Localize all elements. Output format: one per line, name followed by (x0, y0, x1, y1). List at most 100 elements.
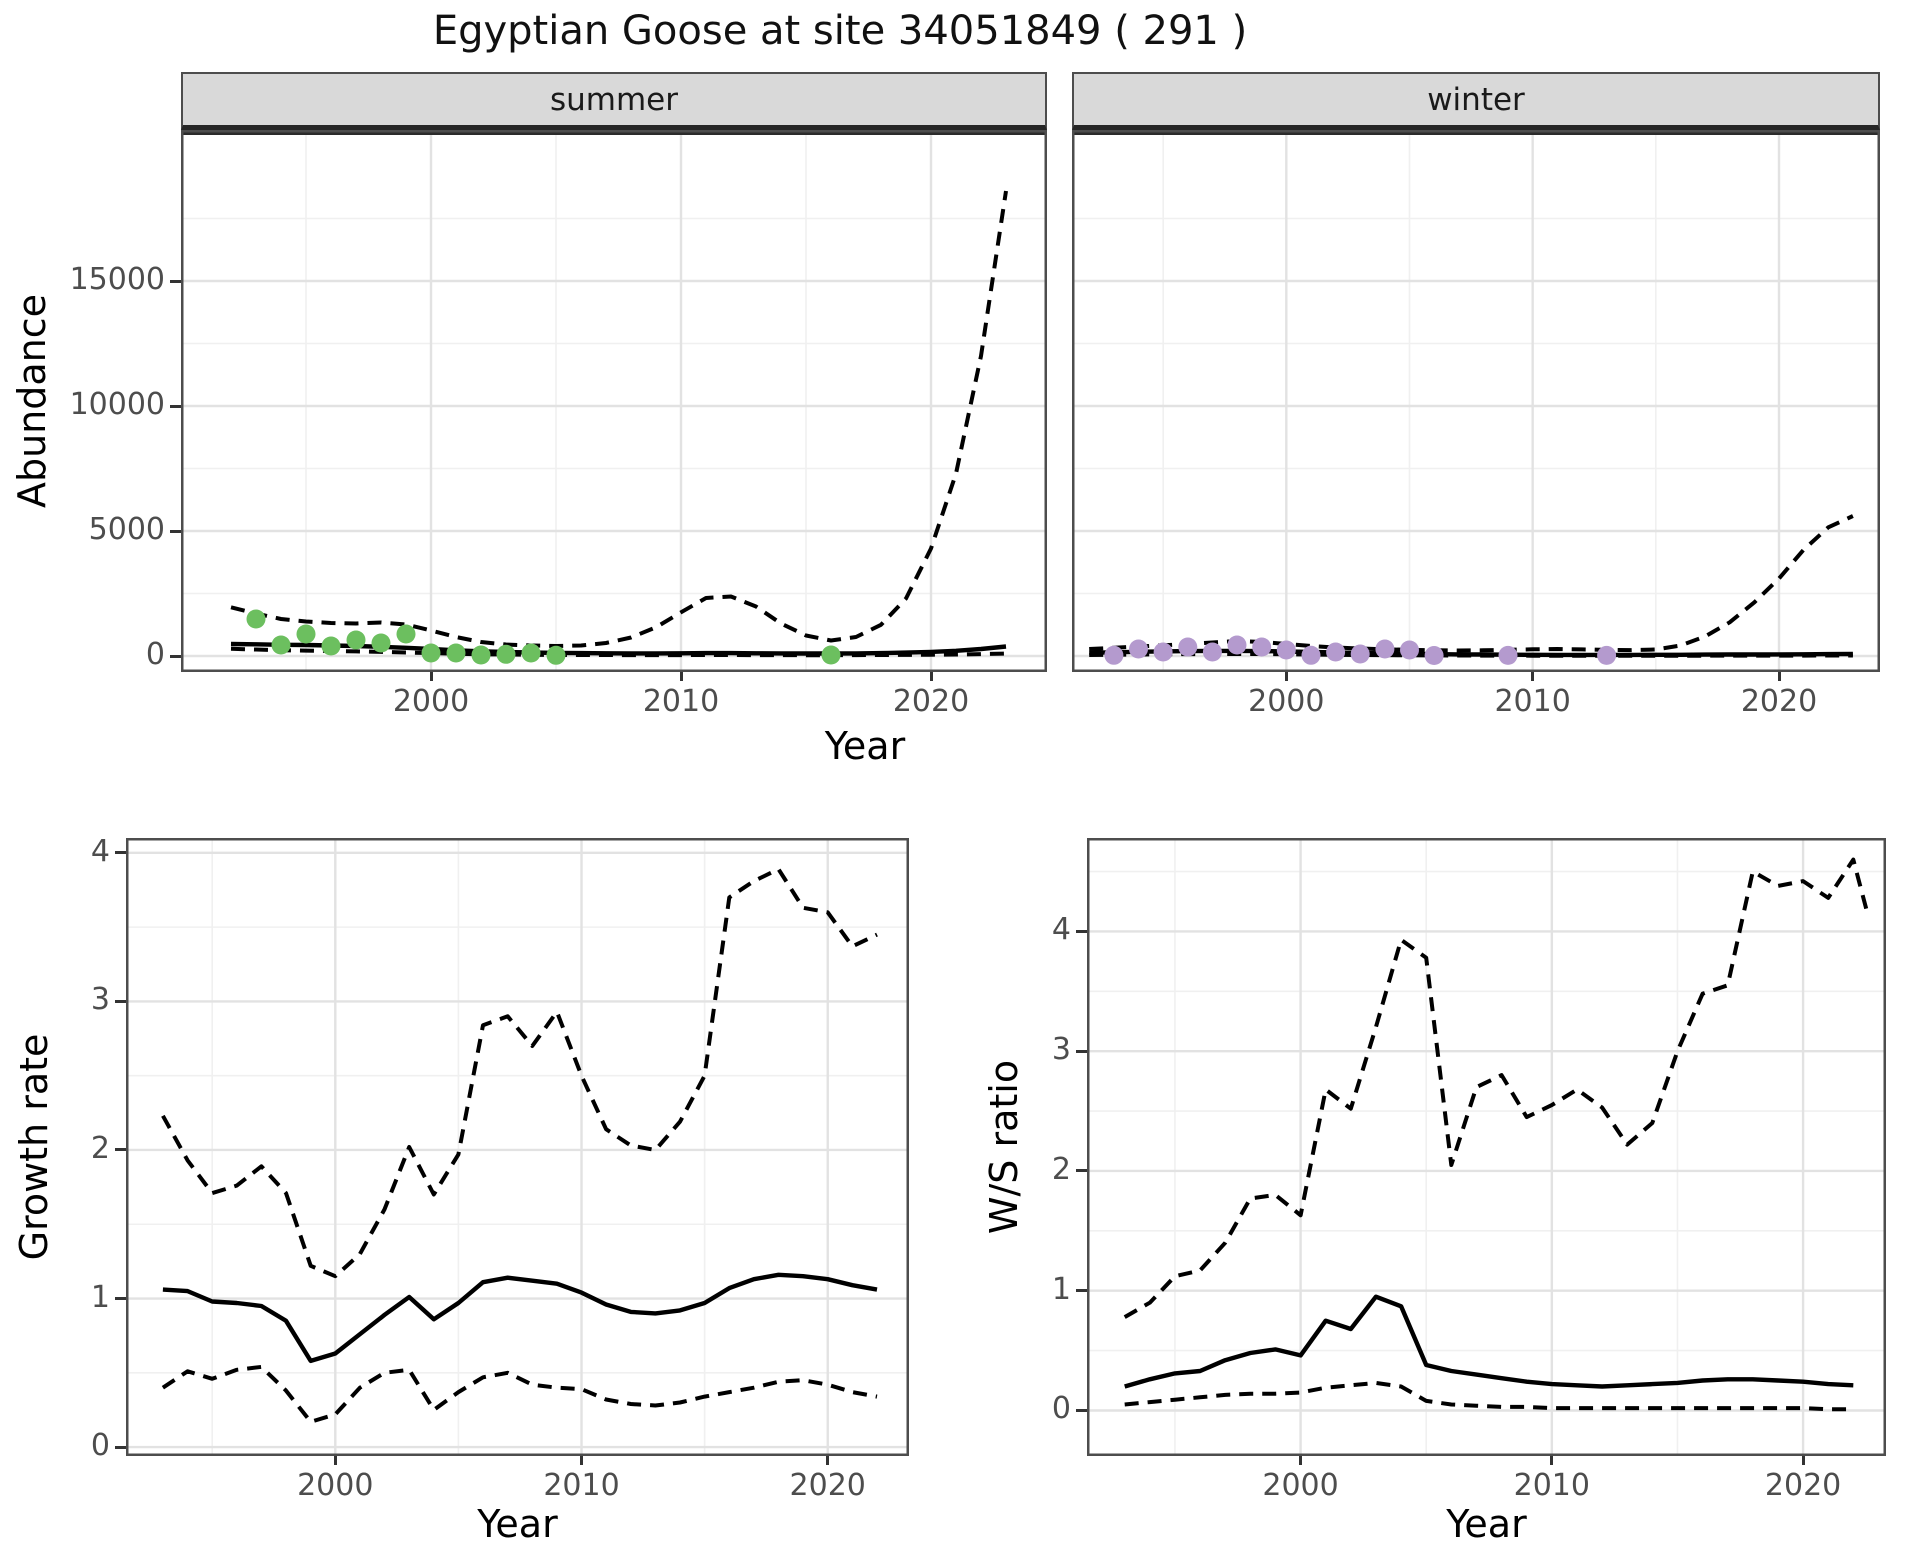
x-tick-mark (826, 1456, 830, 1465)
facet-strip-winter-label: winter (1427, 81, 1525, 118)
facet-strip-summer: summer (181, 72, 1047, 130)
upper_ci-line (230, 190, 1008, 648)
x-tick-mark (929, 672, 933, 681)
y-tick-label: 3 (1051, 1032, 1071, 1068)
y-tick-mark (170, 654, 181, 658)
x-tick-mark (1801, 1456, 1805, 1465)
observed-point (296, 624, 316, 644)
y-tick-mark (1076, 1169, 1087, 1173)
upper_ci-line (1123, 857, 1871, 1319)
summer-abundance-panel (181, 130, 1047, 672)
y-tick-mark (170, 279, 181, 283)
observed-point (1129, 639, 1148, 659)
figure-title: Egyptian Goose at site 34051849 ( 291 ) (432, 8, 1248, 54)
x-tick-label: 2010 (543, 1468, 620, 1503)
lower_ci-line (1124, 1380, 1854, 1412)
observed-point (1252, 637, 1272, 657)
observed-point (1424, 646, 1444, 665)
winter-abundance-panel (1072, 130, 1880, 672)
x-tick-mark (429, 672, 433, 681)
lower_ci-line (161, 1364, 878, 1424)
x-tick-label: 2020 (1740, 684, 1818, 719)
observed-point (1178, 637, 1198, 657)
observed-point (471, 645, 491, 665)
x-tick-mark (1777, 672, 1781, 681)
observed-point (821, 645, 841, 665)
y-tick-label: 3 (90, 982, 110, 1018)
x-tick-mark (1531, 672, 1535, 681)
fit-line (162, 1272, 878, 1364)
y-tick-label: 10000 (69, 387, 165, 422)
panel-border (126, 838, 909, 1456)
observed-point (446, 643, 466, 663)
x-tick-mark (580, 1456, 584, 1465)
observed-point (1498, 645, 1518, 665)
x-tick-label: 2020 (892, 684, 970, 719)
y-tick-mark (1076, 1049, 1087, 1053)
observed-point (1400, 640, 1419, 660)
ws-ratio-panel (1087, 838, 1886, 1456)
fit-line (1124, 1294, 1854, 1389)
observed-point (1227, 635, 1247, 655)
x-tick-label: 2010 (1513, 1468, 1590, 1503)
y-tick-label: 1 (90, 1279, 110, 1315)
observed-point (1153, 642, 1173, 662)
y-tick-label: 5000 (88, 512, 165, 547)
y-tick-label: 0 (1051, 1391, 1071, 1427)
panel-border (181, 130, 1047, 672)
y-tick-label: 0 (90, 1428, 110, 1464)
observed-point (1326, 642, 1346, 662)
y-tick-mark (1076, 929, 1087, 933)
facet-strip-winter: winter (1072, 72, 1880, 130)
y-tick-label: 2 (1051, 1151, 1071, 1187)
observed-point (421, 643, 441, 663)
x-tick-mark (1299, 1456, 1303, 1465)
x-tick-label: 2010 (642, 684, 720, 719)
ws-axis-title: W/S ratio (982, 1059, 1026, 1235)
growth-rate-panel (126, 838, 909, 1456)
observed-point (1597, 645, 1617, 665)
observed-point (521, 643, 541, 663)
x-tick-mark (1550, 1456, 1554, 1465)
y-tick-mark (170, 404, 181, 408)
x-tick-label: 2000 (1248, 684, 1325, 719)
lower_ci-line (230, 646, 1007, 658)
x-tick-label: 2020 (1764, 1468, 1842, 1503)
y-tick-mark (115, 1445, 126, 1449)
ws-x-axis-title: Year (1446, 1502, 1527, 1546)
upper_ci-line (1089, 514, 1854, 653)
y-tick-mark (170, 529, 181, 533)
y-tick-label: 4 (1051, 912, 1071, 948)
observed-point (1301, 645, 1321, 665)
panel-border (1072, 130, 1880, 672)
x-tick-label: 2000 (392, 684, 470, 719)
y-tick-mark (1076, 1408, 1087, 1412)
growth-x-axis-title: Year (477, 1502, 558, 1546)
y-tick-label: 2 (90, 1130, 110, 1166)
y-tick-label: 1 (1051, 1271, 1071, 1307)
observed-point (396, 624, 416, 644)
y-tick-mark (115, 1297, 126, 1301)
y-tick-mark (115, 851, 126, 855)
observed-point (1350, 644, 1370, 664)
y-tick-mark (115, 1148, 126, 1152)
observed-point (496, 644, 516, 664)
observed-point (246, 609, 266, 629)
observed-point (346, 630, 366, 650)
x-tick-label: 2020 (789, 1468, 866, 1503)
observed-point (1276, 640, 1296, 660)
y-tick-label: 15000 (69, 262, 165, 297)
observed-point (1202, 642, 1222, 662)
x-tick-mark (1284, 672, 1288, 681)
observed-point (1104, 645, 1124, 665)
x-tick-label: 2010 (1494, 684, 1571, 719)
x-tick-label: 2000 (297, 1468, 374, 1503)
y-tick-mark (1076, 1289, 1087, 1293)
observed-point (1375, 639, 1395, 659)
y-tick-label: 4 (90, 833, 110, 869)
observed-point (271, 635, 291, 655)
x-tick-label: 2000 (1262, 1468, 1339, 1503)
facet-strip-summer-label: summer (549, 81, 678, 118)
top-x-axis-title: Year (824, 724, 906, 768)
